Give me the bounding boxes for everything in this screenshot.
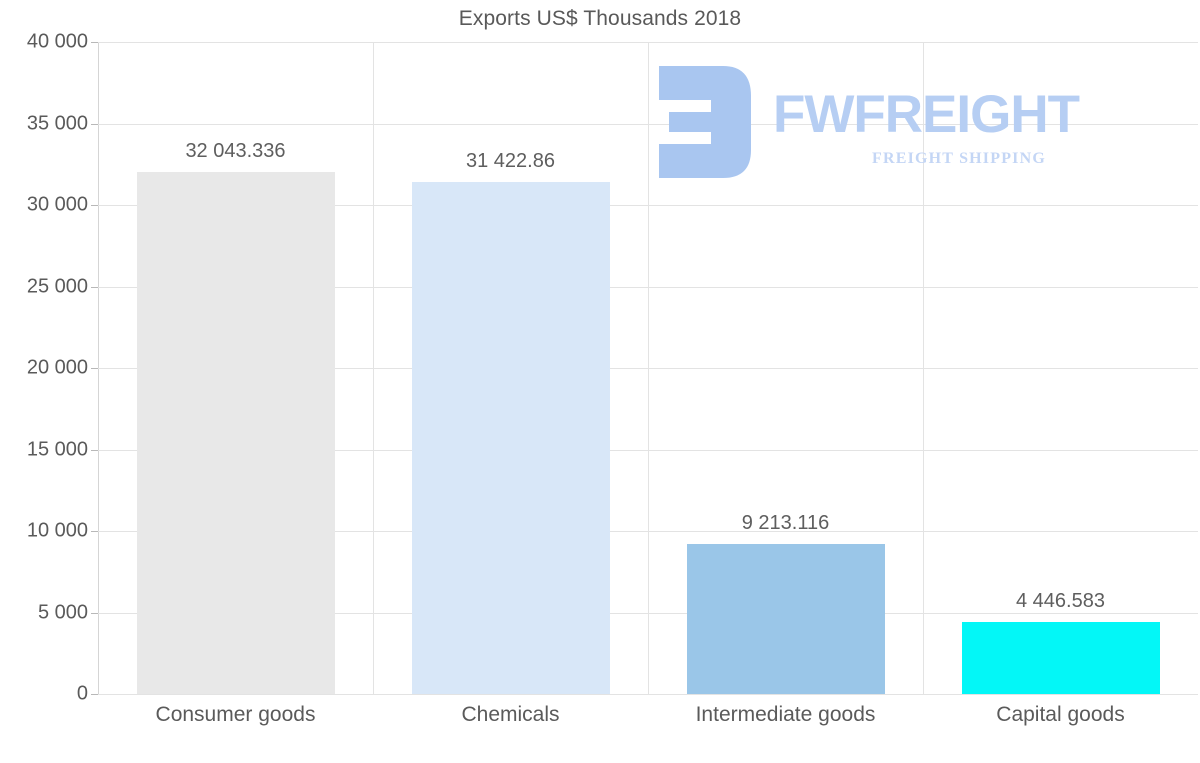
y-axis-tick (91, 205, 98, 206)
y-axis-tick-label: 20 000 (26, 356, 88, 379)
y-axis-tick (91, 368, 98, 369)
y-axis-tick-label: 25 000 (26, 275, 88, 297)
bar-value-label: 31 422.86 (466, 149, 555, 172)
chart-title: Exports US$ Thousands 2018 (458, 7, 742, 30)
y-axis-tick-label: 40 000 (26, 30, 88, 53)
y-axis-tick-label: 35 000 (26, 112, 88, 134)
plot-area: 32 043.336 31 422.86 9 213.116 4 446.583 (91, 42, 1198, 695)
gridline-vertical (648, 42, 649, 694)
y-axis-tick (91, 449, 98, 451)
y-axis-tick (91, 123, 98, 125)
gridline-vertical (923, 42, 924, 694)
y-axis-tick (91, 42, 98, 43)
x-axis-tick-label: Consumer goods (155, 703, 316, 726)
gridline-vertical (373, 42, 374, 694)
bar-3[interactable] (686, 543, 885, 694)
bar-value-label: 4 446.583 (1016, 589, 1105, 612)
x-axis-tick-label: Capital goods (996, 703, 1125, 726)
bar-2[interactable] (411, 181, 610, 694)
y-axis-tick-label: 30 000 (26, 193, 88, 216)
y-axis-tick (91, 694, 98, 695)
x-axis-labels: Consumer goods Chemicals Intermediate good… (98, 703, 1198, 743)
bar-4[interactable] (961, 621, 1160, 694)
y-axis-tick (91, 286, 98, 288)
y-axis-tick-label: 10 000 (26, 519, 88, 542)
x-axis-tick-label: Intermediate goods (695, 703, 876, 726)
x-axis-tick-label: Chemicals (461, 703, 560, 726)
y-axis-tick (91, 531, 98, 532)
bar-1[interactable] (136, 171, 335, 694)
bar-value-label: 32 043.336 (185, 139, 286, 162)
y-axis-tick-label: 0 (76, 682, 88, 705)
bar-value-label: 9 213.116 (741, 511, 830, 534)
gridline-horizontal (98, 694, 1198, 695)
y-axis-labels: 0 5 000 10 000 15 000 20 000 25 000 30 000 35 0… (0, 31, 88, 705)
y-axis-tick-label: 5 000 (37, 601, 88, 623)
y-axis-tick-label: 15 000 (26, 438, 88, 460)
y-axis-tick (91, 612, 98, 614)
